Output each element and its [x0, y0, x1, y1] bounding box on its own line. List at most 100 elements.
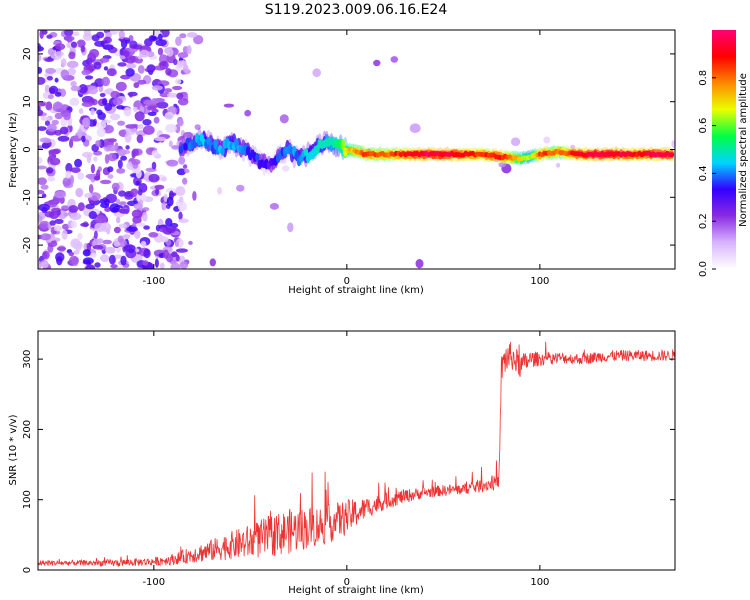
- heatmap-cell: [107, 166, 114, 173]
- heatmap-cell: [44, 120, 51, 126]
- heatmap-cell: [38, 43, 42, 51]
- heatmap-cell: [45, 101, 53, 111]
- heatmap-cell: [85, 264, 96, 269]
- heatmap-cell: [39, 30, 44, 39]
- heatmap-cell: [178, 218, 189, 224]
- heatmap-cell: [102, 98, 108, 106]
- heatmap-cell: [93, 150, 103, 156]
- heatmap-cell: [70, 85, 81, 92]
- heatmap-cell: [134, 111, 145, 122]
- heatmap-cell: [124, 55, 137, 64]
- heatmap-cell: [117, 235, 124, 243]
- heatmap-cell: [244, 109, 252, 117]
- heatmap-cell: [40, 116, 50, 121]
- heatmap-cell: [38, 203, 50, 212]
- heatmap-cell: [171, 251, 178, 258]
- heatmap-cell: [126, 226, 138, 232]
- heatmap-cell: [48, 85, 59, 94]
- heatmap-cell: [54, 191, 67, 199]
- heatmap-cell: [188, 240, 193, 245]
- heatmap-ridge-cell: [255, 153, 260, 162]
- heatmap-cell: [132, 106, 138, 113]
- heatmap-cell: [186, 32, 198, 38]
- heatmap-cell: [113, 254, 123, 259]
- heatmap-cell: [64, 30, 74, 37]
- heatmap-cell: [72, 240, 83, 250]
- heatmap-cell: [154, 65, 166, 71]
- heatmap-cell: [142, 125, 155, 135]
- heatmap-cell: [77, 128, 83, 139]
- heatmap-cell: [116, 168, 126, 174]
- x-tick-label: -100: [142, 577, 165, 588]
- heatmap-cell: [38, 53, 42, 62]
- heatmap-cell: [38, 126, 47, 131]
- heatmap-cell: [95, 121, 107, 129]
- heatmap-cell: [118, 223, 127, 229]
- heatmap-cell: [78, 84, 88, 94]
- heatmap-cell: [176, 168, 187, 176]
- heatmap-cell: [95, 140, 101, 147]
- heatmap-cell: [94, 222, 107, 232]
- heatmap-cell: [137, 188, 143, 196]
- heatmap-cell: [217, 187, 223, 195]
- heatmap-cell: [134, 230, 141, 239]
- heatmap-cell: [80, 222, 89, 227]
- heatmap-cell: [161, 176, 167, 182]
- heatmap-cell: [87, 174, 94, 180]
- heatmap-cell: [38, 109, 44, 116]
- heatmap-cell: [142, 260, 149, 266]
- heatmap-cell: [109, 113, 121, 121]
- heatmap-cell: [177, 119, 184, 127]
- heatmap-cell: [154, 136, 167, 142]
- heatmap-cell: [47, 47, 56, 56]
- heatmap-ridge-cell: [245, 146, 251, 156]
- heatmap-cell: [153, 116, 160, 124]
- heatmap-cell: [69, 97, 80, 106]
- heatmap-cell: [174, 240, 179, 248]
- heatmap-cell: [54, 77, 59, 83]
- heatmap-cell: [116, 216, 121, 224]
- colorbar-bar: [712, 30, 736, 269]
- heatmap-cell: [80, 45, 86, 53]
- heatmap-cell: [100, 254, 110, 263]
- heatmap-cell: [55, 43, 66, 51]
- heatmap-cell: [165, 225, 176, 234]
- heatmap-cell: [175, 186, 186, 196]
- heatmap-cell: [137, 65, 145, 74]
- heatmap-cell: [123, 244, 136, 252]
- heatmap-cell: [159, 226, 167, 233]
- heatmap-cell: [143, 225, 150, 230]
- heatmap-cell: [84, 193, 93, 198]
- heatmap-cell: [155, 188, 160, 195]
- heatmap-cell: [147, 105, 157, 111]
- heatmap-cell: [38, 189, 45, 195]
- heatmap-cell: [115, 198, 121, 205]
- heatmap-cell: [109, 203, 120, 214]
- heatmap-cell: [166, 48, 174, 57]
- heatmap-cell: [409, 123, 421, 133]
- heatmap-cell: [103, 66, 109, 71]
- heatmap-cell: [38, 66, 43, 74]
- heatmap-cell: [173, 58, 178, 66]
- colorbar: 0.0 0.2 0.4 0.6 0.8 Normalized spectral ampl…: [698, 30, 749, 277]
- heatmap-cell: [177, 201, 187, 212]
- heatmap-ridge-cell: [669, 152, 675, 158]
- heatmap-cell: [69, 212, 82, 221]
- heatmap-cell: [178, 211, 183, 221]
- heatmap-x-ticks: -100 0 100: [142, 30, 549, 287]
- heatmap-cell: [182, 63, 189, 74]
- heatmap-cell: [63, 35, 75, 42]
- heatmap-cell: [116, 265, 125, 269]
- colorbar-ticks: 0.0 0.2 0.4 0.6 0.8: [698, 70, 716, 277]
- heatmap-cell: [96, 109, 103, 116]
- y-tick-label: 10: [22, 95, 33, 108]
- heatmap-cell: [117, 120, 126, 126]
- heatmap-cell: [115, 81, 127, 92]
- heatmap-cell: [116, 105, 125, 110]
- heatmap-cell: [38, 165, 47, 170]
- heatmap-cell: [118, 208, 129, 214]
- heatmap-cell: [110, 264, 118, 269]
- heatmap-cell: [44, 57, 54, 63]
- heatmap-cell: [142, 211, 148, 222]
